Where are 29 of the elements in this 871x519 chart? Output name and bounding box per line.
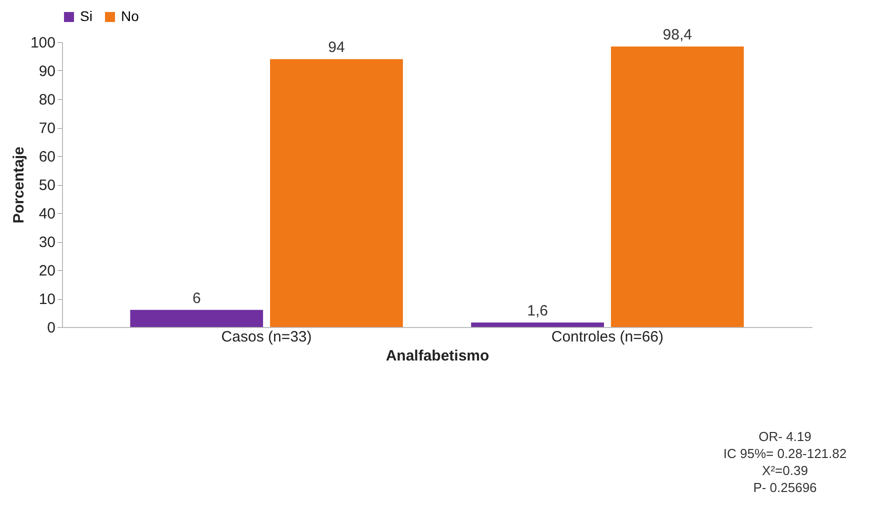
- y-tick-label: 40: [38, 206, 56, 222]
- y-tick-label: 90: [38, 63, 56, 80]
- y-tick-label: 10: [38, 291, 56, 308]
- bar: [471, 322, 604, 327]
- bar: [610, 46, 744, 327]
- text: OR- 4.19: [758, 428, 812, 445]
- y-tick-label: 60: [38, 148, 56, 166]
- y-tick-label: 20: [38, 262, 56, 280]
- y-tick-label: 50: [38, 177, 56, 194]
- y-tick-label: 70: [38, 120, 56, 137]
- y-tick-label: 80: [38, 92, 56, 108]
- y-axis-title: Porcentaje: [10, 146, 28, 224]
- y-tick-label: 100: [30, 34, 56, 52]
- data-label: 94: [328, 39, 345, 56]
- y-tick-label: 30: [38, 234, 56, 251]
- y-tick-label: 0: [47, 320, 56, 336]
- x-tick-label: Casos (n=33): [221, 328, 312, 346]
- text: X²=0.39: [761, 462, 809, 479]
- data-label: 6: [192, 290, 201, 307]
- legend-label: Si: [80, 8, 92, 24]
- text: P- 0.25696: [752, 479, 818, 496]
- bar: [130, 310, 264, 327]
- data-label: 98,4: [662, 26, 692, 44]
- text: IC 95%= 0.28-121.82: [722, 445, 848, 462]
- x-tick-label: Controles (n=66): [551, 328, 664, 346]
- legend-label: No: [121, 8, 140, 24]
- bar: [270, 59, 403, 327]
- x-axis-title: Analfabetismo: [386, 348, 490, 364]
- data-label: 1,6: [527, 302, 548, 320]
